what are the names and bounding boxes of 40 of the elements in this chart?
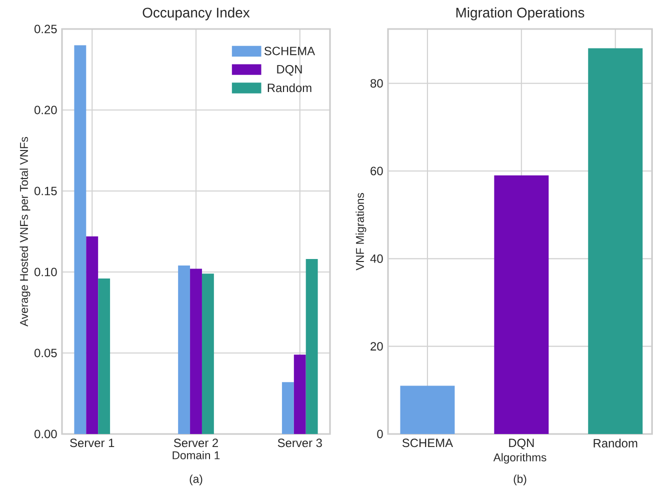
bar: [294, 354, 306, 434]
y-tick-label: 40: [370, 254, 383, 263]
text: (b): [514, 474, 526, 486]
bar: [494, 175, 549, 434]
bar: [178, 266, 190, 434]
y-tick-label: 0.00: [34, 430, 57, 438]
y-axis-title: Average Hosted VNFs per Total VNFs: [20, 136, 30, 326]
bar: [588, 48, 643, 434]
bar: [98, 278, 110, 434]
bar: [190, 268, 202, 434]
x-tick-label: DQN: [509, 438, 534, 450]
text: (a): [190, 474, 202, 486]
chart-title: Occupancy Index: [142, 7, 250, 20]
bar: [202, 274, 214, 434]
chart-title: Migration Operations: [456, 7, 584, 20]
y-axis-title: VNF Migrations: [356, 193, 366, 270]
bar: [74, 45, 86, 434]
x-tick-label: Server 3: [278, 438, 322, 448]
bar: [86, 236, 98, 434]
legend-label: SCHEMA: [264, 46, 316, 56]
x-axis-title: Domain 1: [172, 450, 220, 460]
legend-label: Random: [268, 83, 312, 92]
y-tick-label: 60: [370, 166, 383, 176]
y-tick-label: 0.10: [34, 268, 57, 276]
y-tick-label: 0.20: [34, 106, 57, 114]
y-tick-label: 0: [377, 430, 383, 438]
bar: [400, 386, 455, 434]
legend-label: DQN: [277, 65, 302, 76]
x-tick-label: SCHEMA: [402, 438, 454, 448]
y-tick-label: 0.25: [34, 24, 57, 34]
y-tick-label: 20: [370, 342, 383, 351]
bar: [306, 259, 318, 434]
x-tick-label: Server 1: [70, 438, 114, 448]
bar: [282, 382, 294, 434]
x-tick-label: Server 2: [174, 438, 218, 448]
y-tick-label: 80: [370, 79, 383, 88]
y-tick-label: 0.15: [34, 186, 57, 196]
x-axis-title: Algorithms: [493, 453, 546, 464]
x-tick-label: Random: [594, 438, 638, 448]
y-tick-label: 0.05: [34, 348, 57, 358]
